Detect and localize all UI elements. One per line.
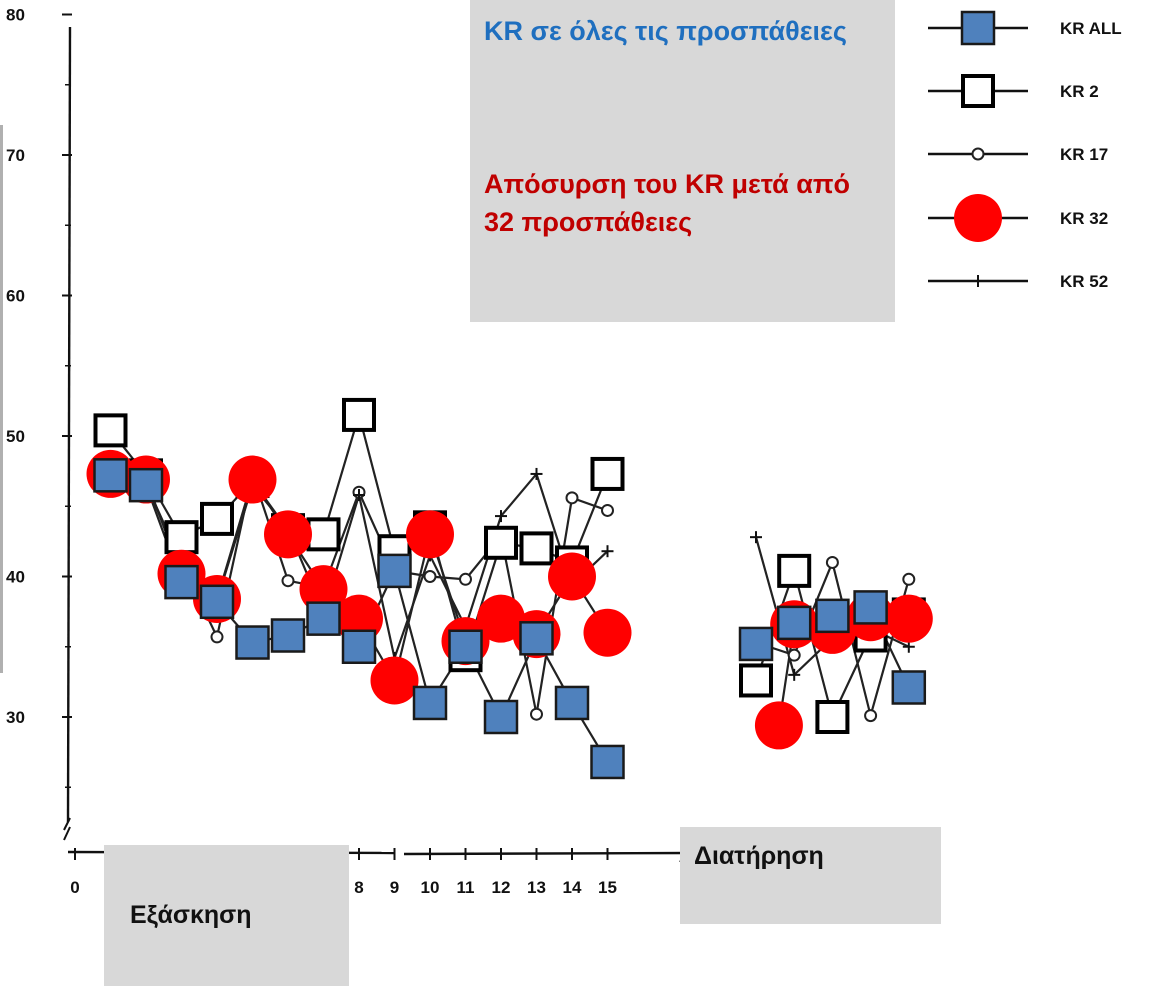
annotation-kr-all: KR σε όλες τις προσπάθειες <box>484 16 847 46</box>
point-kr-all <box>738 626 774 662</box>
point-kr-all <box>199 584 235 620</box>
point-kr-2 <box>739 663 773 698</box>
point-kr-52 <box>788 668 801 681</box>
legend-marker-kr-17 <box>971 147 985 161</box>
point-kr-32 <box>228 455 277 504</box>
point-kr-all <box>306 601 341 636</box>
point-kr-2 <box>590 456 625 491</box>
point-kr-17 <box>787 648 801 662</box>
y-tick-label: 70 <box>6 146 25 165</box>
y-axis-break-mark <box>63 817 71 831</box>
series-markers <box>86 397 933 780</box>
y-axis-line <box>66 26 72 823</box>
x-tick-label: 10 <box>421 878 440 897</box>
phase-practice-box: Εξάσκηση <box>104 845 349 986</box>
legend-marker-kr-52 <box>972 275 984 287</box>
point-kr-17 <box>601 503 614 517</box>
x-tick-label: 13 <box>527 878 546 897</box>
point-kr-all <box>93 458 128 493</box>
point-kr-32 <box>583 608 632 657</box>
legend-marker-kr-32 <box>954 194 1002 242</box>
y-axis-break-mark <box>63 826 71 841</box>
point-kr-all <box>815 598 850 634</box>
point-kr-all <box>519 621 554 656</box>
legend-label: KR ALL <box>1060 19 1122 38</box>
x-tick-label: 9 <box>390 878 399 897</box>
point-kr-2 <box>484 525 518 560</box>
x-tick-label: 8 <box>354 878 363 897</box>
legend-label: KR 2 <box>1060 82 1099 101</box>
point-kr-2 <box>519 531 554 566</box>
phase-practice-label: Εξάσκηση <box>130 901 252 929</box>
point-kr-32 <box>406 510 454 559</box>
point-kr-17 <box>210 630 224 644</box>
point-kr-17 <box>281 574 295 588</box>
annotation-kr-withdrawal: Απόσυρση του KR μετά από 32 προσπάθειες <box>484 169 851 237</box>
point-kr-32 <box>754 701 803 750</box>
point-kr-all <box>891 670 927 705</box>
point-kr-52 <box>750 531 762 544</box>
x-tick-label: 0 <box>70 878 79 897</box>
point-kr-32 <box>370 656 419 705</box>
point-kr-all <box>853 590 888 625</box>
point-kr-52 <box>601 545 614 558</box>
point-kr-17 <box>825 555 839 569</box>
point-kr-all <box>128 467 164 503</box>
y-axis-ticks: 80 70 60 50 40 30 <box>6 6 72 788</box>
point-kr-52 <box>902 640 915 653</box>
legend-label: KR 32 <box>1060 209 1108 228</box>
point-kr-32 <box>548 552 596 601</box>
point-kr-52 <box>495 510 507 523</box>
x-tick-label: 12 <box>492 878 511 897</box>
x-axis-line <box>403 851 691 856</box>
point-kr-all <box>483 699 519 735</box>
x-tick-label: 14 <box>563 878 582 897</box>
annotation-box: KR σε όλες τις προσπάθειες Απόσυρση του … <box>470 0 895 322</box>
y-tick-label: 50 <box>6 427 25 446</box>
point-kr-2 <box>342 397 376 432</box>
point-kr-32 <box>299 565 348 614</box>
point-kr-2 <box>164 520 199 555</box>
point-kr-all <box>412 685 448 721</box>
point-kr-all <box>341 629 377 664</box>
point-kr-2 <box>200 501 234 536</box>
y-tick-label: 60 <box>6 287 25 306</box>
point-kr-17 <box>565 491 579 505</box>
y-tick-label: 30 <box>6 708 25 727</box>
legend-marker-kr-2 <box>961 74 995 108</box>
point-kr-52 <box>353 489 365 502</box>
y-tick-label: 40 <box>6 568 25 587</box>
legend-label: KR 17 <box>1060 145 1108 164</box>
point-kr-2 <box>306 517 341 552</box>
point-kr-2 <box>815 700 850 734</box>
x-tick-label: 15 <box>598 878 617 897</box>
point-kr-all <box>554 685 590 721</box>
point-kr-all <box>377 553 412 589</box>
x-tick-label: 11 <box>457 878 475 897</box>
legend-marker-kr-all <box>960 10 996 46</box>
legend-label: KR 52 <box>1060 272 1108 291</box>
point-kr-all <box>235 625 270 660</box>
legend: KR ALL KR 2 KR 17 KR 32 KR 52 <box>928 10 1122 291</box>
y-tick-label: 80 <box>6 6 25 25</box>
point-kr-17 <box>423 570 437 583</box>
point-kr-32 <box>264 510 312 559</box>
point-kr-2 <box>777 553 812 588</box>
point-kr-17 <box>459 572 472 586</box>
point-kr-all <box>164 564 199 600</box>
point-kr-all <box>776 605 812 641</box>
phase-retention-box: Διατήρηση <box>680 827 941 924</box>
left-margin-line <box>0 125 3 673</box>
point-kr-32 <box>884 594 933 643</box>
point-kr-52 <box>530 467 543 480</box>
point-kr-17 <box>864 709 878 723</box>
point-kr-17 <box>530 707 543 721</box>
point-kr-all <box>270 618 306 653</box>
point-kr-all <box>448 629 483 664</box>
point-kr-2 <box>93 413 128 448</box>
point-kr-17 <box>902 572 916 586</box>
phase-retention-label: Διατήρηση <box>694 842 824 870</box>
point-kr-all <box>590 744 625 780</box>
